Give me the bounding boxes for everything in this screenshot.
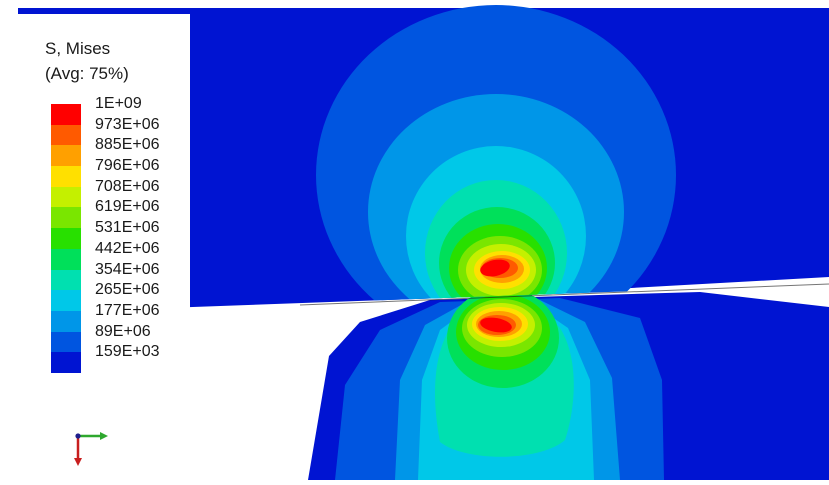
- legend-entry: 354E+06: [45, 261, 205, 291]
- legend-label: 159E+03: [95, 343, 160, 361]
- legend-panel: [18, 14, 190, 378]
- legend-swatch: [51, 207, 81, 229]
- stress-legend: S, Mises (Avg: 75%) 1E+09 973E+06 885E+06 7…: [45, 36, 205, 373]
- legend-swatch: [51, 124, 81, 146]
- legend-label: 796E+06: [95, 157, 160, 175]
- legend-entry: 885E+06: [45, 136, 205, 167]
- legend-swatch: [51, 186, 81, 208]
- legend-title: S, Mises: [45, 39, 111, 58]
- legend-entry: 442E+06: [45, 240, 205, 270]
- contact-interface-line: [299, 283, 829, 306]
- legend-entry: 159E+03: [45, 343, 205, 373]
- legend-label: 177E+06: [95, 301, 160, 319]
- legend-label: 531E+06: [95, 219, 160, 237]
- legend-label: 265E+06: [95, 281, 160, 299]
- legend-swatch: [51, 269, 81, 291]
- legend-label: 354E+06: [95, 260, 160, 278]
- legend-swatch: [51, 248, 81, 270]
- legend-swatch: [51, 352, 81, 373]
- lower-body-contours: [308, 288, 829, 480]
- legend-scale: 1E+09 973E+06 885E+06 796E+06 708E+06 619E+06…: [45, 95, 205, 373]
- legend-entry: 708E+06: [45, 178, 205, 208]
- legend-swatch: [51, 145, 81, 167]
- legend-label: 442E+06: [95, 239, 160, 257]
- triad-origin: [75, 433, 81, 439]
- legend-swatch: [51, 104, 81, 125]
- upper-body-contours: [0, 5, 829, 314]
- legend-label: 973E+06: [95, 115, 160, 133]
- legend-label: 619E+06: [95, 198, 160, 216]
- triad-axis-1-arrow: [100, 432, 108, 440]
- legend-entry: 796E+06: [45, 157, 205, 187]
- legend-swatch: [51, 310, 81, 332]
- legend-label: 1E+09: [95, 95, 142, 112]
- triad-axis-2-arrow: [74, 458, 82, 466]
- legend-entry: 177E+06: [45, 302, 205, 332]
- legend-swatch: [51, 166, 81, 187]
- legend-entry: 619E+06: [45, 198, 205, 229]
- lower-band-12: [480, 317, 512, 333]
- legend-entry: 1E+09: [45, 95, 205, 125]
- legend-entry: 531E+06: [45, 219, 205, 249]
- legend-subtitle: (Avg: 75%): [45, 64, 129, 83]
- legend-swatch: [51, 331, 81, 353]
- legend-entry: 89E+06: [45, 323, 205, 353]
- axis-triad-icon: [74, 432, 108, 466]
- legend-label: 708E+06: [95, 177, 160, 195]
- legend-entry: 973E+06: [45, 116, 205, 146]
- legend-label: 885E+06: [95, 136, 160, 154]
- legend-label: 89E+06: [95, 322, 151, 340]
- legend-swatch: [51, 290, 81, 311]
- legend-swatch: [51, 228, 81, 249]
- legend-entry: 265E+06: [45, 281, 205, 311]
- upper-band-12: [480, 259, 510, 277]
